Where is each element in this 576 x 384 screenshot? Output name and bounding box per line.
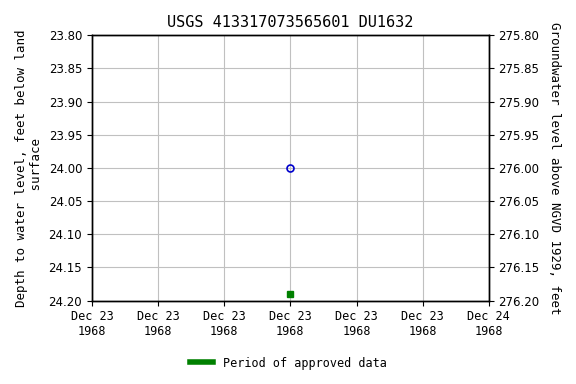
Y-axis label: Groundwater level above NGVD 1929, feet: Groundwater level above NGVD 1929, feet	[548, 22, 561, 314]
Legend: Period of approved data: Period of approved data	[185, 352, 391, 374]
Title: USGS 413317073565601 DU1632: USGS 413317073565601 DU1632	[167, 15, 414, 30]
Y-axis label: Depth to water level, feet below land
 surface: Depth to water level, feet below land su…	[15, 29, 43, 307]
